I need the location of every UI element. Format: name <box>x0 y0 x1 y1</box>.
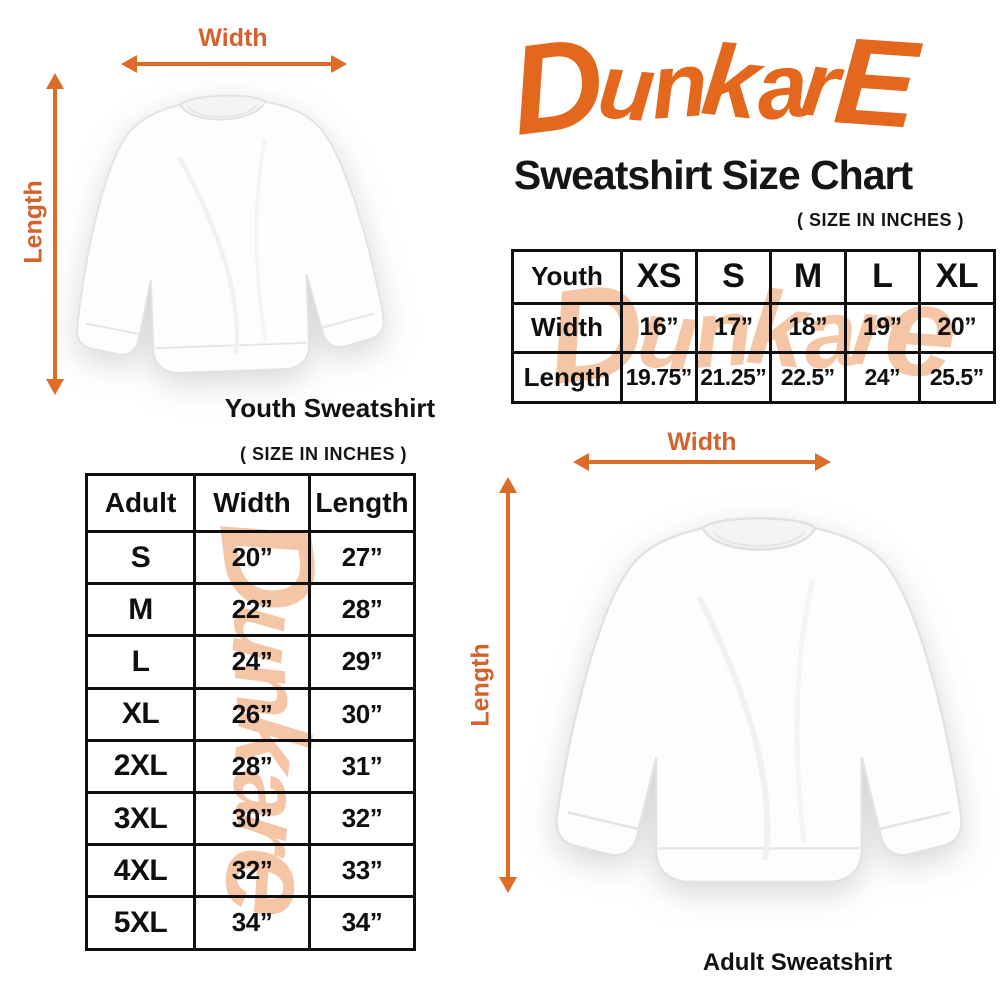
table-cell: 27” <box>308 530 413 583</box>
table-cell: L <box>843 252 919 302</box>
youth-width-label: Width <box>198 24 268 52</box>
table-cell: 18” <box>769 301 844 351</box>
page-title: Sweatshirt Size Chart <box>513 152 913 198</box>
table-cell: 28” <box>193 738 308 791</box>
logo-letter: D <box>503 9 608 162</box>
table-cell: Adult <box>104 487 177 518</box>
table-cell: M <box>88 582 193 634</box>
adult-caption: Adult Sweatshirt <box>702 949 893 976</box>
table-cell: 29” <box>308 634 413 687</box>
table-cell: 31” <box>308 738 413 791</box>
table-cell: 26” <box>193 686 308 739</box>
table-cell: 2XL <box>88 738 193 791</box>
adult-width-label: Width <box>667 428 737 456</box>
table-cell: 34” <box>308 895 413 948</box>
adult-size-note: ( SIZE IN INCHES ) <box>239 444 407 464</box>
table-cell: 22.5” <box>769 351 844 401</box>
table-cell: 34” <box>193 895 308 948</box>
table-cell: 24” <box>193 634 308 687</box>
table-cell: 16” <box>620 301 695 351</box>
youth-length-arrow <box>46 73 64 395</box>
youth-size-table: Youth XS S M L XL Width 16” 17” 18” 19” 20” Length 19… <box>511 249 996 404</box>
table-cell: S <box>694 252 770 302</box>
table-cell: Length <box>308 476 413 530</box>
table-cell: 30” <box>193 790 308 844</box>
table-cell: 19.75” <box>620 351 695 401</box>
adult-length-label: Length <box>466 643 495 727</box>
adult-sweatshirt-image <box>520 466 998 920</box>
table-cell: 3XL <box>88 790 193 843</box>
logo-letter: k <box>697 22 762 141</box>
adult-width-arrow <box>573 453 831 471</box>
table-cell: 4XL <box>88 843 193 895</box>
table-cell: 33” <box>308 843 413 896</box>
table-cell: 17” <box>694 301 769 351</box>
table-cell: 5XL <box>88 895 193 947</box>
table-cell: 30” <box>308 686 413 739</box>
table-cell: 20” <box>193 530 308 583</box>
table-cell: S <box>88 530 193 582</box>
table-cell: 32” <box>308 790 413 844</box>
youth-sweatshirt-image <box>40 50 414 406</box>
table-cell: 24” <box>843 351 918 401</box>
table-cell: M <box>769 252 844 302</box>
adult-size-table: Adult Width Length S 20” 27” M 22” 28” L 24” 29” XL 2… <box>85 473 416 951</box>
logo-letter: u <box>594 34 655 142</box>
table-cell: 21.25” <box>694 351 769 401</box>
youth-width-arrow <box>121 55 347 73</box>
table-cell: 25.5” <box>918 351 993 401</box>
youth-size-note: ( SIZE IN INCHES ) <box>796 210 964 230</box>
table-cell: Width <box>193 476 308 530</box>
table-cell: L <box>88 634 193 686</box>
table-cell: Width <box>514 301 620 352</box>
table-cell: XS <box>620 252 695 302</box>
table-cell: 20” <box>918 301 993 351</box>
table-cell: 19” <box>843 301 918 351</box>
table-cell: 22” <box>193 582 308 635</box>
adult-length-arrow <box>499 477 517 893</box>
table-cell: 28” <box>308 582 413 635</box>
logo-letter: E <box>829 11 918 155</box>
table-cell: Youth <box>531 261 603 292</box>
table-cell: XL <box>88 686 193 739</box>
youth-caption: Youth Sweatshirt <box>224 393 436 423</box>
table-cell: 32” <box>193 843 308 896</box>
table-cell: XL <box>918 252 993 302</box>
table-cell: Length <box>514 351 620 401</box>
